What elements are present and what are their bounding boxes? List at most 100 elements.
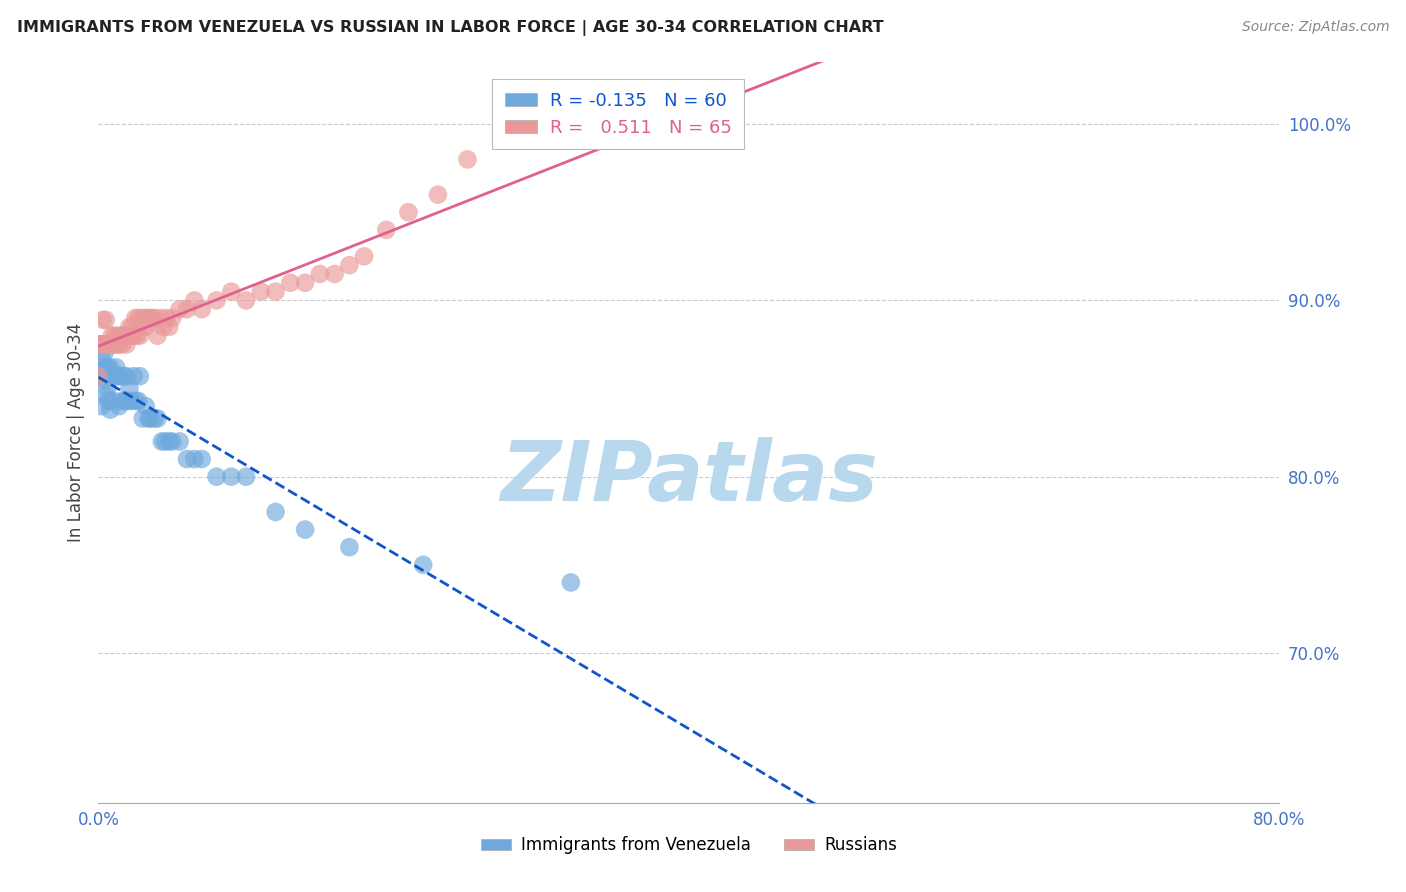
Point: [139, 311, 162, 326]
Point: [135, 399, 157, 413]
Point: [115, 337, 138, 351]
Point: [375, 223, 398, 237]
Point: [103, 337, 125, 351]
Point: [235, 293, 257, 308]
Point: [183, 293, 205, 308]
Point: [107, 328, 129, 343]
Point: [94, 389, 117, 403]
Point: [339, 540, 361, 554]
Point: [90, 399, 112, 413]
Point: [98, 402, 121, 417]
Point: [138, 411, 160, 425]
Point: [97, 337, 120, 351]
Point: [560, 575, 582, 590]
Point: [146, 411, 169, 425]
Point: [118, 319, 141, 334]
Point: [136, 311, 159, 326]
Point: [155, 311, 177, 326]
Point: [93, 346, 115, 360]
Point: [91, 369, 114, 384]
Point: [398, 205, 420, 219]
Point: [162, 434, 183, 449]
Point: [112, 328, 135, 343]
Point: [89, 337, 111, 351]
Point: [96, 382, 118, 396]
Point: [108, 399, 131, 413]
Point: [110, 369, 132, 384]
Point: [105, 360, 128, 375]
Point: [221, 285, 243, 299]
Point: [146, 328, 169, 343]
Point: [157, 319, 180, 334]
Point: [125, 328, 148, 343]
Point: [143, 411, 166, 425]
Point: [127, 393, 149, 408]
Point: [117, 328, 139, 343]
Point: [129, 311, 152, 326]
Point: [124, 393, 146, 408]
Text: ZIPatlas: ZIPatlas: [501, 436, 877, 517]
Point: [94, 360, 117, 375]
Point: [183, 452, 205, 467]
Point: [143, 311, 166, 326]
Point: [162, 311, 183, 326]
Point: [135, 319, 157, 334]
Point: [132, 319, 155, 334]
Point: [93, 337, 115, 351]
Legend: Immigrants from Venezuela, Russians: Immigrants from Venezuela, Russians: [474, 830, 904, 861]
Point: [169, 434, 191, 449]
Point: [157, 434, 180, 449]
Point: [97, 393, 120, 408]
Point: [323, 267, 346, 281]
Point: [309, 267, 332, 281]
Point: [122, 369, 145, 384]
Point: [169, 302, 191, 317]
Point: [250, 285, 273, 299]
Point: [235, 469, 257, 483]
Point: [117, 393, 139, 408]
Point: [150, 434, 173, 449]
Point: [121, 319, 143, 334]
Point: [91, 337, 114, 351]
Point: [132, 411, 155, 425]
Point: [205, 293, 228, 308]
Point: [153, 434, 176, 449]
Point: [149, 311, 172, 326]
Text: IMMIGRANTS FROM VENEZUELA VS RUSSIAN IN LABOR FORCE | AGE 30-34 CORRELATION CHAR: IMMIGRANTS FROM VENEZUELA VS RUSSIAN IN …: [17, 20, 883, 36]
Point: [176, 452, 198, 467]
Point: [115, 369, 138, 384]
Point: [139, 411, 162, 425]
Point: [353, 249, 375, 263]
Point: [264, 285, 287, 299]
Point: [98, 360, 121, 375]
Point: [127, 311, 149, 326]
Point: [120, 393, 142, 408]
Point: [176, 302, 198, 317]
Point: [205, 469, 228, 483]
Point: [111, 393, 134, 408]
Point: [110, 328, 132, 343]
Point: [93, 373, 115, 387]
Point: [94, 313, 117, 327]
Point: [94, 337, 117, 351]
Point: [124, 311, 146, 326]
Y-axis label: In Labor Force | Age 30-34: In Labor Force | Age 30-34: [66, 323, 84, 542]
Point: [91, 337, 114, 351]
Point: [112, 369, 135, 384]
Point: [91, 313, 114, 327]
Point: [104, 328, 127, 343]
Point: [122, 328, 145, 343]
Point: [94, 337, 117, 351]
Point: [103, 393, 125, 408]
Point: [103, 337, 125, 351]
Point: [294, 276, 316, 290]
Point: [111, 337, 134, 351]
Point: [152, 319, 174, 334]
Point: [457, 153, 479, 167]
Text: Source: ZipAtlas.com: Source: ZipAtlas.com: [1241, 20, 1389, 34]
Point: [191, 302, 214, 317]
Point: [118, 382, 141, 396]
Point: [134, 311, 156, 326]
Point: [89, 337, 111, 351]
Point: [280, 276, 302, 290]
